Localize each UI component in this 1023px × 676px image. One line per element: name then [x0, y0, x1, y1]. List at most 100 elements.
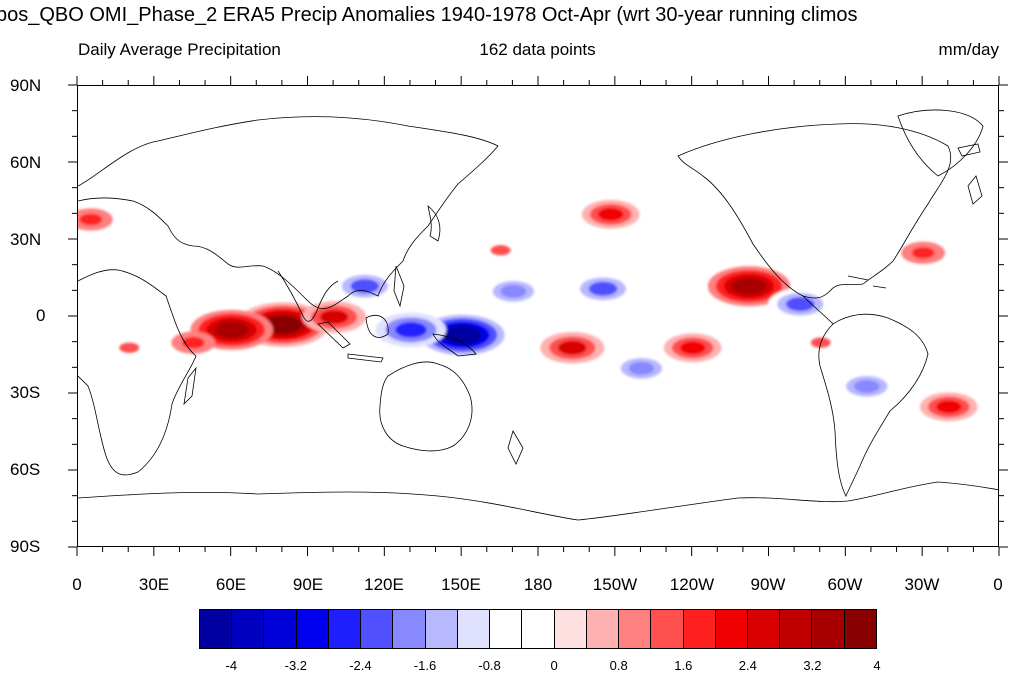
- y-label-60n: 60N: [10, 153, 42, 172]
- colorbar-swatch: [683, 610, 716, 648]
- anomaly-contour: [628, 361, 655, 375]
- y-label-60s: 60S: [10, 460, 41, 479]
- anomaly-contour: [588, 281, 618, 296]
- anomaly-contour: [181, 336, 205, 349]
- precip-anomaly-map: [78, 109, 998, 521]
- x-label-90w: 90W: [750, 575, 786, 594]
- figure-title: bos_QBO OMI_Phase_2 ERA5 Precip Anomalie…: [0, 4, 858, 26]
- anomaly-contour: [679, 341, 706, 355]
- colorbar-swatch: [393, 610, 426, 648]
- colorbar-swatch: [264, 610, 297, 648]
- anomaly-contour: [500, 284, 527, 298]
- y-label-equator: 0: [36, 306, 46, 325]
- coastline-japan: [427, 205, 441, 242]
- colorbar-swatch: [200, 610, 233, 648]
- anomaly-contour: [854, 379, 880, 393]
- coastline-philippines: [393, 265, 405, 308]
- coastline-africa: [78, 269, 197, 476]
- x-label-150e: 150E: [441, 575, 481, 594]
- x-label-120e: 120E: [364, 575, 404, 594]
- y-label-30s: 30S: [10, 383, 41, 402]
- anomaly-contour: [731, 277, 767, 295]
- subtitle-left: Daily Average Precipitation: [78, 40, 281, 59]
- x-label-30w: 30W: [904, 575, 940, 594]
- coastline-eurasia: [78, 116, 499, 310]
- colorbar-swatch: [361, 610, 394, 648]
- colorbar-label: 0: [550, 658, 558, 673]
- y-label-90n: 90N: [10, 76, 42, 95]
- anomaly-field: [78, 199, 978, 422]
- colorbar-swatch: [844, 610, 876, 648]
- anomaly-contour: [119, 342, 140, 353]
- y-label-90s: 90S: [10, 537, 41, 556]
- colorbar-label: -2.4: [349, 658, 372, 673]
- x-label-360: 0: [993, 575, 1003, 594]
- x-label-90e: 90E: [292, 575, 324, 594]
- colorbar-swatch: [554, 610, 587, 648]
- x-label-0: 0: [72, 575, 82, 594]
- anomaly-contour: [350, 279, 380, 294]
- coastline-borneo: [365, 314, 389, 338]
- colorbar-swatch: [490, 610, 523, 648]
- x-label-180: 180: [523, 575, 553, 594]
- coastline-north-america: [677, 123, 952, 299]
- anomaly-contour: [785, 297, 815, 312]
- colorbar-swatch: [232, 610, 265, 648]
- anomaly-contour: [490, 245, 511, 256]
- colorbar-label: 0.8: [609, 658, 628, 673]
- coastline-antarctica: [78, 481, 998, 521]
- colorbar-swatch: [780, 610, 813, 648]
- coastline-uk: [967, 175, 983, 205]
- colorbar-label: 1.6: [674, 658, 693, 673]
- colorbar-swatch: [296, 610, 329, 648]
- anomaly-contour: [319, 309, 349, 325]
- coastline-south-america: [818, 313, 929, 497]
- coastline-central-america: [802, 295, 834, 325]
- colorbar-label: -0.8: [478, 658, 501, 673]
- coastline-india: [277, 270, 339, 322]
- coastlines: [78, 109, 998, 521]
- colorbar-swatch: [715, 610, 748, 648]
- coastline-sumatra: [317, 321, 351, 349]
- map-panel: [77, 85, 999, 547]
- colorbar-label: 4: [873, 658, 881, 673]
- anomaly-contour: [395, 322, 427, 338]
- colorbar-swatch: [812, 610, 845, 648]
- anomaly-contour: [79, 213, 103, 226]
- coastline-madagascar: [183, 366, 197, 406]
- y-label-30n: 30N: [10, 230, 42, 249]
- coastline-caribbean: [847, 275, 887, 289]
- colorbar-swatch: [522, 610, 555, 648]
- anomaly-contour: [558, 340, 587, 355]
- colorbar-swatch: [619, 610, 652, 648]
- coastline-new-zealand: [507, 430, 524, 465]
- anomaly-contour: [442, 325, 483, 345]
- colorbar-swatch: [425, 610, 458, 648]
- colorbar-label: -3.2: [284, 658, 308, 673]
- x-label-30e: 30E: [138, 575, 170, 594]
- colorbar-swatch: [651, 610, 684, 648]
- x-label-120w: 120W: [669, 575, 715, 594]
- x-label-60e: 60E: [215, 575, 247, 594]
- coastline-iceland: [957, 143, 981, 157]
- colorbar-swatch: [457, 610, 491, 648]
- colorbar-label: 2.4: [738, 658, 757, 673]
- anomaly-contour: [935, 400, 962, 414]
- colorbar-label: -4: [225, 658, 238, 673]
- coastline-greenland: [897, 109, 984, 177]
- colorbar-swatch: [586, 610, 620, 648]
- anomaly-contour: [911, 247, 935, 259]
- colorbar-swatch: [328, 610, 362, 648]
- anomaly-contour: [264, 315, 302, 334]
- x-label-150w: 150W: [592, 575, 638, 594]
- anomaly-contour: [214, 321, 249, 339]
- subtitle-units: mm/day: [938, 40, 999, 59]
- subtitle-center: 162 data points: [479, 40, 596, 59]
- colorbar: [199, 609, 877, 649]
- colorbar-swatch: [747, 610, 781, 648]
- colorbar-label: -1.6: [413, 658, 437, 673]
- coastline-australia: [379, 361, 473, 452]
- colorbar-label: 3.2: [803, 658, 822, 673]
- x-label-60w: 60W: [827, 575, 863, 594]
- coastline-new-guinea: [432, 333, 477, 357]
